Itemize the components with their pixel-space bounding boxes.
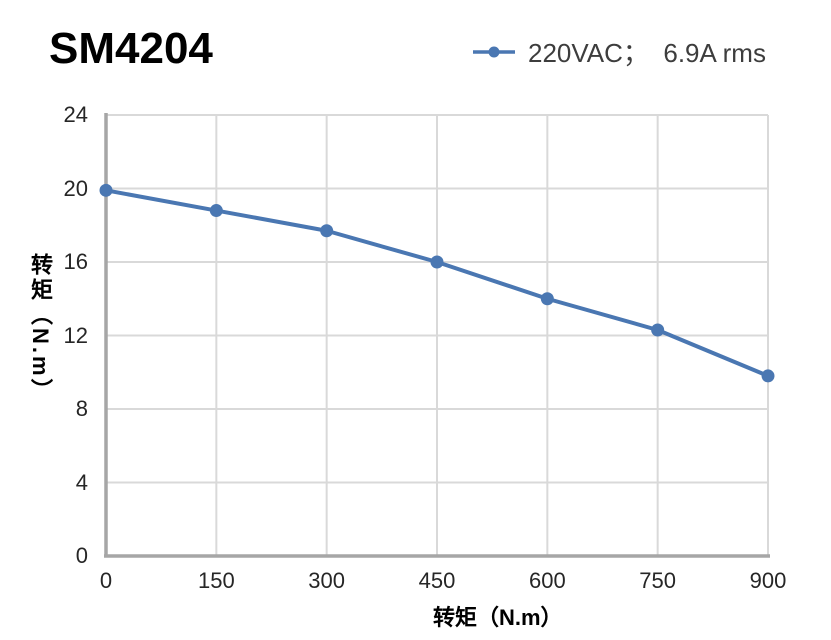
x-axis-title: 转矩（N.m） <box>433 605 563 630</box>
legend-label: 220VAC； 6.9A rms <box>528 38 766 68</box>
legend: 220VAC； 6.9A rms <box>471 33 766 70</box>
y-tick-label: 8 <box>75 396 88 421</box>
y-tick-label: 24 <box>63 102 88 127</box>
x-tick-label: 750 <box>639 568 677 593</box>
y-tick-label: 20 <box>63 175 88 201</box>
y-axis-title: 转矩（N.m） <box>28 253 53 404</box>
y-tick-label: 0 <box>75 543 88 568</box>
x-tick-label: 300 <box>308 568 346 593</box>
y-tick-label: 4 <box>75 469 88 495</box>
legend-line-marker-icon <box>473 46 515 57</box>
x-tick-label: 450 <box>418 568 456 593</box>
x-tick-label: 900 <box>749 568 787 593</box>
y-tick-label: 16 <box>63 249 88 274</box>
data-point-marker <box>209 204 223 218</box>
data-point-marker <box>99 183 113 197</box>
data-point-marker <box>540 292 554 306</box>
data-point-marker <box>430 255 444 269</box>
x-tick-label: 150 <box>197 568 235 593</box>
y-tick-label: 12 <box>63 322 88 348</box>
chart-title: SM4204 <box>49 24 213 73</box>
data-point-marker <box>651 323 665 337</box>
x-tick-label: 0 <box>99 568 113 593</box>
x-tick-label: 600 <box>528 568 566 593</box>
data-point-marker <box>320 224 334 238</box>
data-point-marker <box>761 369 775 383</box>
